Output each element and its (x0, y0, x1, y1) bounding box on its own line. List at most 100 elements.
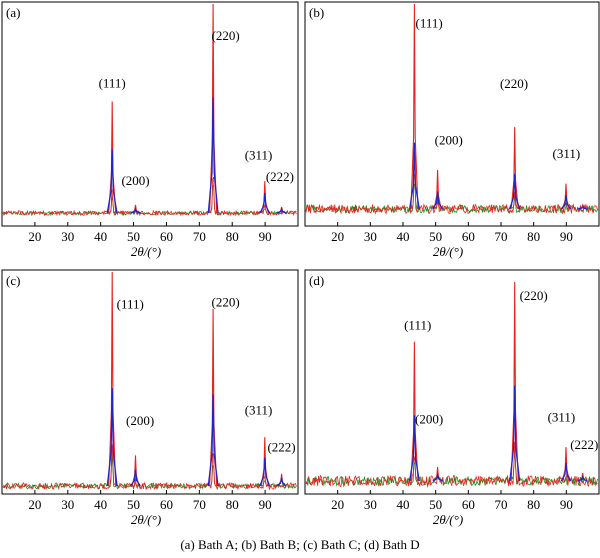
x-tick-label: 20 (331, 229, 344, 244)
peak-red (410, 341, 419, 482)
x-axis-label: 2θ/(°) (131, 244, 161, 259)
peak-red (510, 281, 519, 482)
x-tick-label: 30 (364, 229, 377, 244)
x-tick-label: 60 (160, 229, 173, 244)
panel-a: 20 30 40 50 60 70 80 90 2θ/(°) (a) (111) (200) (220)… (1, 1, 299, 259)
x-tick-label: 70 (193, 229, 206, 244)
peak-blue (408, 415, 420, 482)
x-tick-label: 30 (61, 229, 74, 244)
x-tick-label: 70 (495, 497, 508, 512)
peak-blue (276, 477, 287, 487)
x-tick-label: 90 (560, 497, 573, 512)
peak-blue (577, 205, 588, 210)
peak-label: (311) (548, 409, 576, 424)
peak-blue (259, 193, 271, 214)
baseline-trace-red (2, 444, 297, 491)
peak-red (131, 455, 140, 487)
peak-blue (509, 385, 521, 482)
plot-frame (1, 1, 299, 227)
peak-blue (560, 195, 572, 210)
peak-label: (311) (552, 146, 580, 161)
x-tick-label: 20 (28, 497, 41, 512)
peak-blue (509, 173, 521, 210)
x-tick-label: 80 (527, 497, 540, 512)
peak-label: (222) (267, 439, 295, 454)
x-tick-label: 80 (226, 229, 239, 244)
x-tick-label: 20 (331, 497, 344, 512)
peak-red (108, 271, 117, 487)
peak-label: (200) (415, 411, 443, 426)
baseline-trace-red (2, 176, 297, 217)
peak-label: (222) (570, 437, 598, 452)
peak-blue (577, 475, 588, 482)
peak-red (510, 126, 519, 210)
peak-blue (207, 394, 219, 487)
peak-label: (200) (126, 413, 154, 428)
peak-blue (207, 97, 219, 214)
baseline-trace-red (305, 173, 598, 215)
peak-red (433, 467, 442, 482)
peak-red (209, 3, 218, 214)
panel-label: (d) (309, 273, 324, 288)
peak-blue (408, 142, 420, 210)
peak-label: (200) (435, 133, 463, 148)
x-tick-label: 50 (127, 229, 140, 244)
x-tick-label: 50 (429, 497, 442, 512)
x-tick-label: 70 (495, 229, 508, 244)
x-tick-label: 40 (94, 229, 107, 244)
x-tick-label: 80 (226, 497, 239, 512)
peak-blue (259, 457, 271, 487)
peak-red (410, 3, 419, 210)
x-tick-label: 40 (397, 229, 410, 244)
panel-c: 20 30 40 50 60 70 80 90 2θ/(°) (c) (111) (200) (220)… (1, 269, 299, 527)
x-tick-label: 60 (462, 497, 475, 512)
peak-blue (106, 388, 118, 487)
panel-d: 20 30 40 50 60 70 80 90 2θ/(°) (d) (111) (200) (220)… (304, 269, 600, 527)
peak-label: (311) (245, 147, 273, 162)
peak-red (260, 437, 269, 487)
x-tick-label: 20 (28, 229, 41, 244)
baseline-trace-green (2, 184, 297, 217)
x-tick-label: 60 (462, 229, 475, 244)
peak-label: (200) (121, 173, 149, 188)
plot-frame (304, 269, 600, 495)
x-axis-label: 2θ/(°) (433, 512, 463, 527)
panel-label: (c) (6, 273, 20, 288)
peak-label: (111) (117, 297, 144, 312)
x-tick-label: 60 (160, 497, 173, 512)
peak-blue (432, 472, 443, 482)
peak-red (433, 169, 442, 210)
panel-label: (b) (309, 5, 324, 20)
peak-label: (311) (245, 403, 273, 418)
x-tick-label: 90 (259, 229, 272, 244)
plot-frame (1, 269, 299, 495)
panel-label: (a) (6, 5, 20, 20)
x-tick-label: 80 (527, 229, 540, 244)
peak-blue (106, 149, 118, 214)
peak-label: (220) (212, 295, 240, 310)
peak-label: (111) (404, 318, 431, 333)
peak-blue (130, 469, 141, 487)
plot-frame (304, 1, 600, 227)
x-tick-label: 70 (193, 497, 206, 512)
x-tick-label: 30 (364, 497, 377, 512)
x-axis-label: 2θ/(°) (433, 244, 463, 259)
x-tick-label: 40 (397, 497, 410, 512)
baseline-trace-green (305, 182, 598, 215)
peak-label: (222) (266, 169, 294, 184)
peak-label: (220) (500, 76, 528, 91)
peak-label: (111) (416, 15, 443, 30)
baseline-trace-green (305, 449, 598, 487)
peak-red (209, 308, 218, 487)
figure-caption: (a) Bath A; (b) Bath B; (c) Bath C; (d) … (180, 537, 420, 552)
x-tick-label: 30 (61, 497, 74, 512)
peak-red (561, 447, 571, 482)
peak-blue (560, 463, 572, 482)
baseline-trace-red (305, 441, 598, 488)
x-axis-label: 2θ/(°) (131, 512, 161, 527)
x-tick-label: 90 (259, 497, 272, 512)
peak-red (561, 183, 571, 210)
peak-label: (220) (212, 28, 240, 43)
x-tick-label: 50 (127, 497, 140, 512)
